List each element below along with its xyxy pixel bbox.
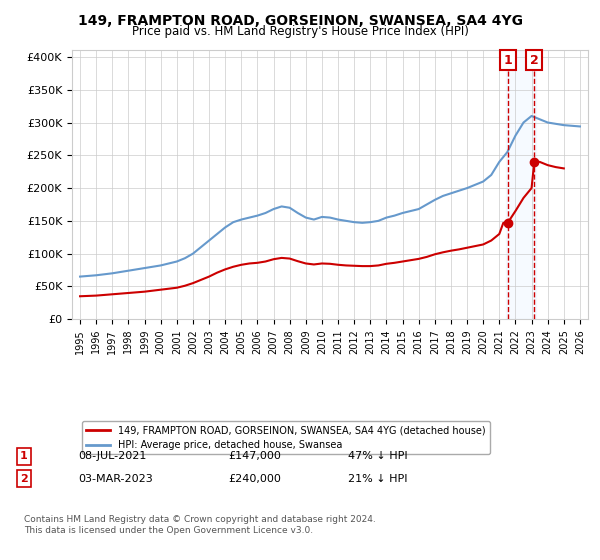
Text: Contains HM Land Registry data © Crown copyright and database right 2024.
This d: Contains HM Land Registry data © Crown c… — [24, 515, 376, 535]
Legend: 149, FRAMPTON ROAD, GORSEINON, SWANSEA, SA4 4YG (detached house), HPI: Average p: 149, FRAMPTON ROAD, GORSEINON, SWANSEA, … — [82, 422, 490, 454]
Text: 1: 1 — [20, 451, 28, 461]
Text: 21% ↓ HPI: 21% ↓ HPI — [348, 474, 407, 484]
Text: £240,000: £240,000 — [228, 474, 281, 484]
Text: 47% ↓ HPI: 47% ↓ HPI — [348, 451, 407, 461]
Text: 2: 2 — [530, 54, 539, 67]
Text: 08-JUL-2021: 08-JUL-2021 — [78, 451, 146, 461]
Text: £147,000: £147,000 — [228, 451, 281, 461]
Text: 1: 1 — [503, 54, 512, 67]
Text: 03-MAR-2023: 03-MAR-2023 — [78, 474, 153, 484]
Text: 2: 2 — [20, 474, 28, 484]
Bar — [506, 50, 536, 319]
Text: 149, FRAMPTON ROAD, GORSEINON, SWANSEA, SA4 4YG: 149, FRAMPTON ROAD, GORSEINON, SWANSEA, … — [77, 14, 523, 28]
Text: Price paid vs. HM Land Registry's House Price Index (HPI): Price paid vs. HM Land Registry's House … — [131, 25, 469, 38]
